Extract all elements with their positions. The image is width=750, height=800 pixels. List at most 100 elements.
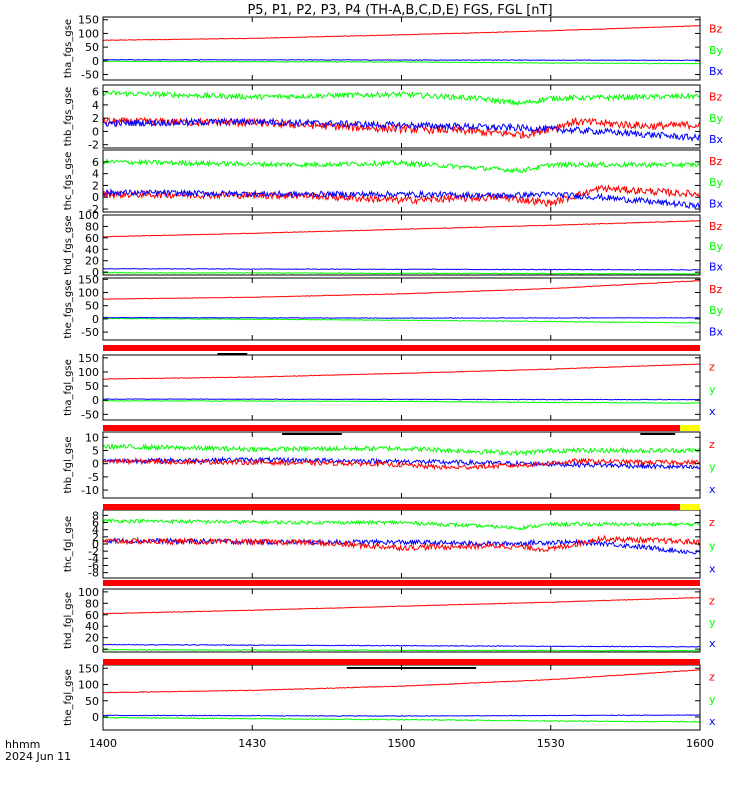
y-tick-label: 100 (78, 27, 99, 40)
legend-x: Bx (709, 325, 724, 338)
y-tick-label: 100 (78, 366, 99, 379)
legend-y: y (709, 539, 716, 552)
y-tick-label: 4 (92, 524, 99, 537)
status-segment-black (282, 433, 342, 435)
footer-date: 2024 Jun 11 (5, 750, 71, 763)
series-z-thd_fgl_gse (102, 596, 701, 615)
y-tick-label: -8 (88, 567, 99, 580)
y-tick-label: 100 (78, 679, 99, 692)
series-x-tha_fgl_gse (102, 398, 701, 401)
legend-y: By (709, 304, 724, 317)
y-tick-label: 50 (85, 380, 99, 393)
x-tick-label: 1400 (89, 737, 117, 750)
legend-x: Bx (709, 261, 724, 274)
y-tick-label: 80 (85, 597, 99, 610)
status-segment-black (217, 353, 248, 355)
legend-z: z (709, 438, 715, 451)
status-bar (103, 659, 700, 669)
y-axis-label: tha_fgl_gse (63, 359, 74, 416)
series-z-thb_fgs_gse (102, 116, 701, 140)
y-tick-label: 2 (92, 179, 99, 192)
status-segment-red (103, 659, 700, 665)
x-tick-label: 1500 (388, 737, 416, 750)
x-tick-label: 1430 (238, 737, 266, 750)
status-bar (103, 580, 700, 586)
y-tick-label: 150 (78, 14, 99, 27)
panel-the_fgl_gse: 0 50 100 150 the_fgl_gse zyx (63, 662, 716, 731)
y-tick-label: 8 (92, 509, 99, 522)
series-y-the_fgs_gse (102, 317, 701, 324)
series-y-thc_fgs_gse (102, 157, 701, 174)
chart-title: P5, P1, P2, P3, P4 (TH-A,B,C,D,E) FGS, F… (247, 3, 552, 18)
series-y-tha_fgl_gse (102, 399, 701, 404)
y-tick-label: -5 (88, 471, 99, 484)
y-tick-label: 60 (85, 232, 99, 245)
y-tick-label: 0 (92, 55, 99, 68)
legend-y: By (709, 240, 724, 253)
y-tick-label: 0 (92, 313, 99, 326)
y-tick-label: 60 (85, 609, 99, 622)
y-axis-label: thc_fgl_gse (63, 516, 74, 572)
legend-z: Bz (709, 155, 723, 168)
y-tick-label: -10 (81, 484, 99, 497)
legend-y: By (709, 112, 724, 125)
y-tick-label: 40 (85, 243, 99, 256)
panel-frame (102, 16, 701, 81)
legend-x: Bx (709, 65, 724, 78)
panel-frame (102, 664, 701, 731)
series-z-the_fgs_gse (102, 280, 701, 300)
legend-z: z (709, 361, 715, 374)
y-tick-label: 0 (92, 266, 99, 279)
y-tick-label: 0 (92, 191, 99, 204)
y-tick-label: 20 (85, 255, 99, 268)
y-tick-label: 0 (92, 711, 99, 724)
y-tick-label: -4 (88, 552, 99, 565)
y-axis-label: thd_fgl_gse (63, 592, 74, 649)
y-tick-label: -50 (81, 326, 99, 339)
panel-frame (102, 354, 701, 421)
status-segment-yellow (680, 504, 700, 510)
status-segment-red (103, 504, 681, 510)
legend-x: x (709, 483, 716, 496)
panel-frame (102, 149, 701, 213)
y-tick-label: -50 (81, 69, 99, 82)
status-bar (103, 425, 700, 435)
series-z-the_fgl_gse (102, 669, 701, 694)
series-x-thd_fgs_gse (102, 267, 701, 271)
legend-y: y (709, 383, 716, 396)
series-y-tha_fgs_gse (102, 60, 701, 65)
status-segment-yellow (680, 425, 700, 431)
legend-y: By (709, 44, 724, 57)
status-segment-black (346, 667, 477, 669)
series-z-thc_fgl_gse (102, 534, 701, 553)
series-y-thb_fgl_gse (102, 442, 701, 457)
series-z-thc_fgs_gse (102, 184, 701, 207)
y-tick-label: 0 (92, 538, 99, 551)
series-x-thd_fgl_gse (102, 643, 701, 648)
series-z-thd_fgs_gse (102, 220, 701, 238)
y-tick-label: -50 (81, 408, 99, 421)
panel-frame (102, 588, 701, 653)
legend-y: y (709, 460, 716, 473)
series-y-the_fgl_gse (102, 716, 701, 723)
legend-y: By (709, 176, 724, 189)
y-tick-label: 0 (92, 458, 99, 471)
x-tick-label: 1600 (686, 737, 714, 750)
series-z-thb_fgl_gse (102, 457, 700, 471)
legend-y: y (709, 616, 716, 629)
y-tick-label: 40 (85, 620, 99, 633)
status-bar (103, 504, 700, 510)
legend-y: y (709, 693, 716, 706)
y-axis-label: thb_fgl_gse (63, 437, 74, 494)
y-tick-label: 10 (85, 431, 99, 444)
legend-x: Bx (709, 197, 724, 210)
series-y-thb_fgs_gse (102, 90, 701, 107)
y-tick-label: 0 (92, 643, 99, 656)
